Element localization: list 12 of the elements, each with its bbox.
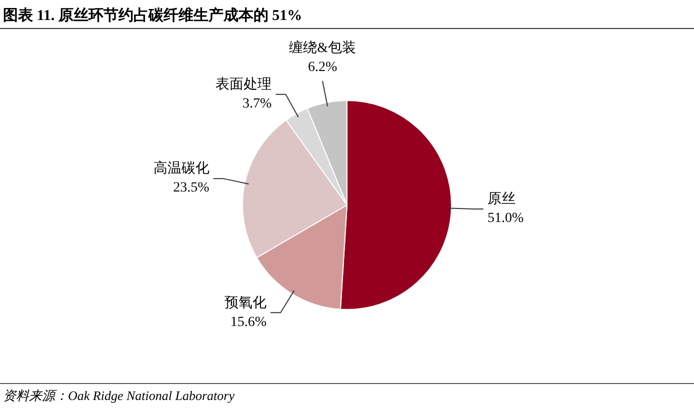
slice-label: 表面处理 <box>216 76 272 93</box>
text: 资料来源：Oak Ridge National Laboratory <box>3 387 234 405</box>
slice-label: 缠绕&包装 <box>289 40 356 56</box>
data-label: 23.5% <box>173 180 210 196</box>
data-label: 15.6% <box>230 314 267 330</box>
chart-title: 图表 11. 原丝环节约占碳纤维生产成本的 51% <box>3 6 302 25</box>
slice-label: 高温碳化 <box>153 160 210 177</box>
data-label: 3.7% <box>242 96 272 112</box>
slice-label: 原丝 <box>487 191 516 208</box>
data-label: 51.0% <box>487 211 524 226</box>
slice-label: 预氧化 <box>224 294 267 311</box>
data-label: 6.2% <box>308 60 338 76</box>
